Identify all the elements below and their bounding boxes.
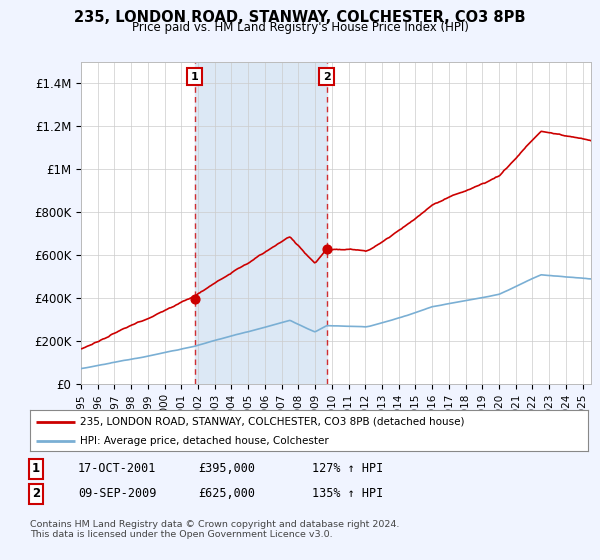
Text: 135% ↑ HPI: 135% ↑ HPI [312,487,383,501]
Text: £395,000: £395,000 [198,462,255,475]
Text: 1: 1 [191,72,199,82]
Text: Contains HM Land Registry data © Crown copyright and database right 2024.
This d: Contains HM Land Registry data © Crown c… [30,520,400,539]
Text: 2: 2 [32,487,40,501]
Text: 09-SEP-2009: 09-SEP-2009 [78,487,157,501]
Text: 127% ↑ HPI: 127% ↑ HPI [312,462,383,475]
Text: HPI: Average price, detached house, Colchester: HPI: Average price, detached house, Colc… [80,436,329,446]
Text: 235, LONDON ROAD, STANWAY, COLCHESTER, CO3 8PB (detached house): 235, LONDON ROAD, STANWAY, COLCHESTER, C… [80,417,465,427]
Text: 235, LONDON ROAD, STANWAY, COLCHESTER, CO3 8PB: 235, LONDON ROAD, STANWAY, COLCHESTER, C… [74,10,526,25]
Text: 2: 2 [323,72,331,82]
Point [322,245,331,254]
Text: Price paid vs. HM Land Registry's House Price Index (HPI): Price paid vs. HM Land Registry's House … [131,21,469,34]
Bar [194,62,326,384]
Text: £625,000: £625,000 [198,487,255,501]
Text: 17-OCT-2001: 17-OCT-2001 [78,462,157,475]
Point [190,295,199,304]
Text: 1: 1 [32,462,40,475]
